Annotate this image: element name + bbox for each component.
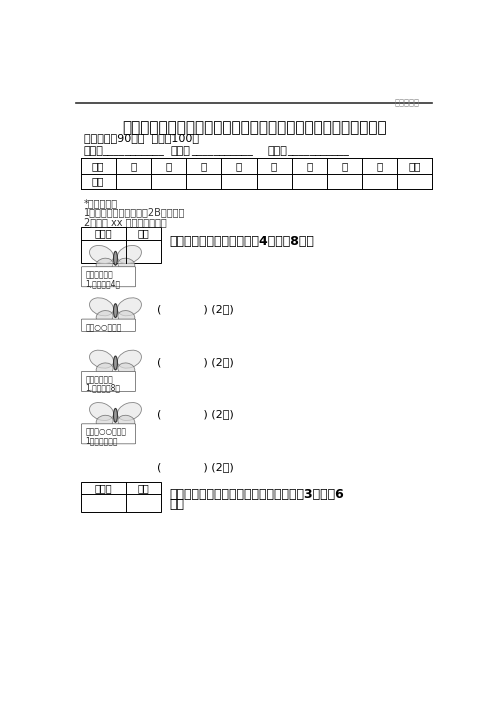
Text: 小学培优卷: 小学培优卷: [395, 98, 420, 107]
Ellipse shape: [114, 251, 118, 265]
Bar: [80, 482, 161, 512]
Ellipse shape: [89, 402, 114, 420]
Text: 考试时间：90分钟  满分：100分: 考试时间：90分钟 满分：100分: [84, 133, 199, 143]
Text: 2、提前 xx 分钟收取答题卡: 2、提前 xx 分钟收取答题卡: [84, 217, 167, 227]
Ellipse shape: [96, 310, 113, 323]
Text: 得分: 得分: [137, 483, 149, 493]
Ellipse shape: [118, 402, 141, 420]
Text: (            ) (2分): ( ) (2分): [157, 357, 233, 367]
Ellipse shape: [118, 416, 135, 428]
Text: 二、用两种方法表示钟面上的时间。（六3题；六6: 二、用两种方法表示钟面上的时间。（六3题；六6: [169, 488, 344, 501]
Text: 我的十位上是: 我的十位上是: [85, 376, 113, 384]
Text: 三: 三: [200, 161, 207, 171]
Text: 四: 四: [236, 161, 242, 171]
FancyBboxPatch shape: [81, 371, 135, 392]
Text: *注意事项：: *注意事项：: [84, 198, 118, 208]
Text: 我有○○个十。: 我有○○个十。: [85, 323, 122, 332]
Ellipse shape: [96, 258, 113, 271]
Text: 二: 二: [166, 161, 172, 171]
Text: 姓名：: 姓名：: [84, 146, 104, 156]
FancyBboxPatch shape: [81, 424, 135, 444]
Text: 七: 七: [341, 161, 348, 171]
Text: 一、想一想，再写数。（六4题；六8分）: 一、想一想，再写数。（六4题；六8分）: [169, 235, 314, 249]
Ellipse shape: [118, 298, 141, 316]
Text: (            ) (2分): ( ) (2分): [157, 461, 233, 472]
Ellipse shape: [114, 356, 118, 370]
Text: 1个十组成的。: 1个十组成的。: [85, 436, 118, 445]
Text: 班级：: 班级：: [171, 146, 190, 156]
Ellipse shape: [118, 363, 135, 376]
Ellipse shape: [96, 363, 113, 376]
Text: 得分: 得分: [137, 229, 149, 239]
Text: 1、填写答题卡的内容用2B铅笔填写: 1、填写答题卡的内容用2B铅笔填写: [84, 207, 185, 218]
Ellipse shape: [89, 350, 114, 368]
Text: 六: 六: [306, 161, 312, 171]
Text: 评卷人: 评卷人: [94, 483, 112, 493]
Text: ___________: ___________: [102, 146, 164, 156]
Text: 分）: 分）: [169, 498, 184, 512]
Text: ___________: ___________: [288, 146, 349, 156]
Text: 题号: 题号: [92, 161, 105, 171]
Ellipse shape: [96, 416, 113, 428]
Text: (            ) (2分): ( ) (2分): [157, 305, 233, 314]
Ellipse shape: [89, 298, 114, 316]
Text: 评分: 评分: [92, 176, 105, 186]
Text: 评卷人: 评卷人: [94, 229, 112, 239]
Text: 1,个位上是8。: 1,个位上是8。: [85, 384, 120, 393]
Text: (            ) (2分): ( ) (2分): [157, 409, 233, 419]
Text: 一: 一: [130, 161, 136, 171]
Text: 五: 五: [271, 161, 277, 171]
Text: 人教版数学一年级上册期末考试全真模拟训练卷（普通学校卷一）: 人教版数学一年级上册期末考试全真模拟训练卷（普通学校卷一）: [122, 119, 386, 135]
Ellipse shape: [89, 246, 114, 263]
Ellipse shape: [118, 350, 141, 368]
Text: 我是由○○个一和: 我是由○○个一和: [85, 428, 126, 437]
Text: 学号：: 学号：: [267, 146, 287, 156]
FancyBboxPatch shape: [81, 267, 135, 286]
Text: ___________: ___________: [190, 146, 252, 156]
Ellipse shape: [114, 409, 118, 423]
Text: 1,个位上是4。: 1,个位上是4。: [85, 279, 121, 288]
Ellipse shape: [114, 304, 118, 317]
Text: 总分: 总分: [409, 161, 421, 171]
Text: 我的十位上是: 我的十位上是: [85, 270, 113, 279]
Text: 八: 八: [376, 161, 383, 171]
Ellipse shape: [118, 258, 135, 271]
Ellipse shape: [118, 310, 135, 323]
FancyBboxPatch shape: [81, 319, 135, 331]
Bar: [80, 227, 161, 263]
Ellipse shape: [118, 246, 141, 263]
